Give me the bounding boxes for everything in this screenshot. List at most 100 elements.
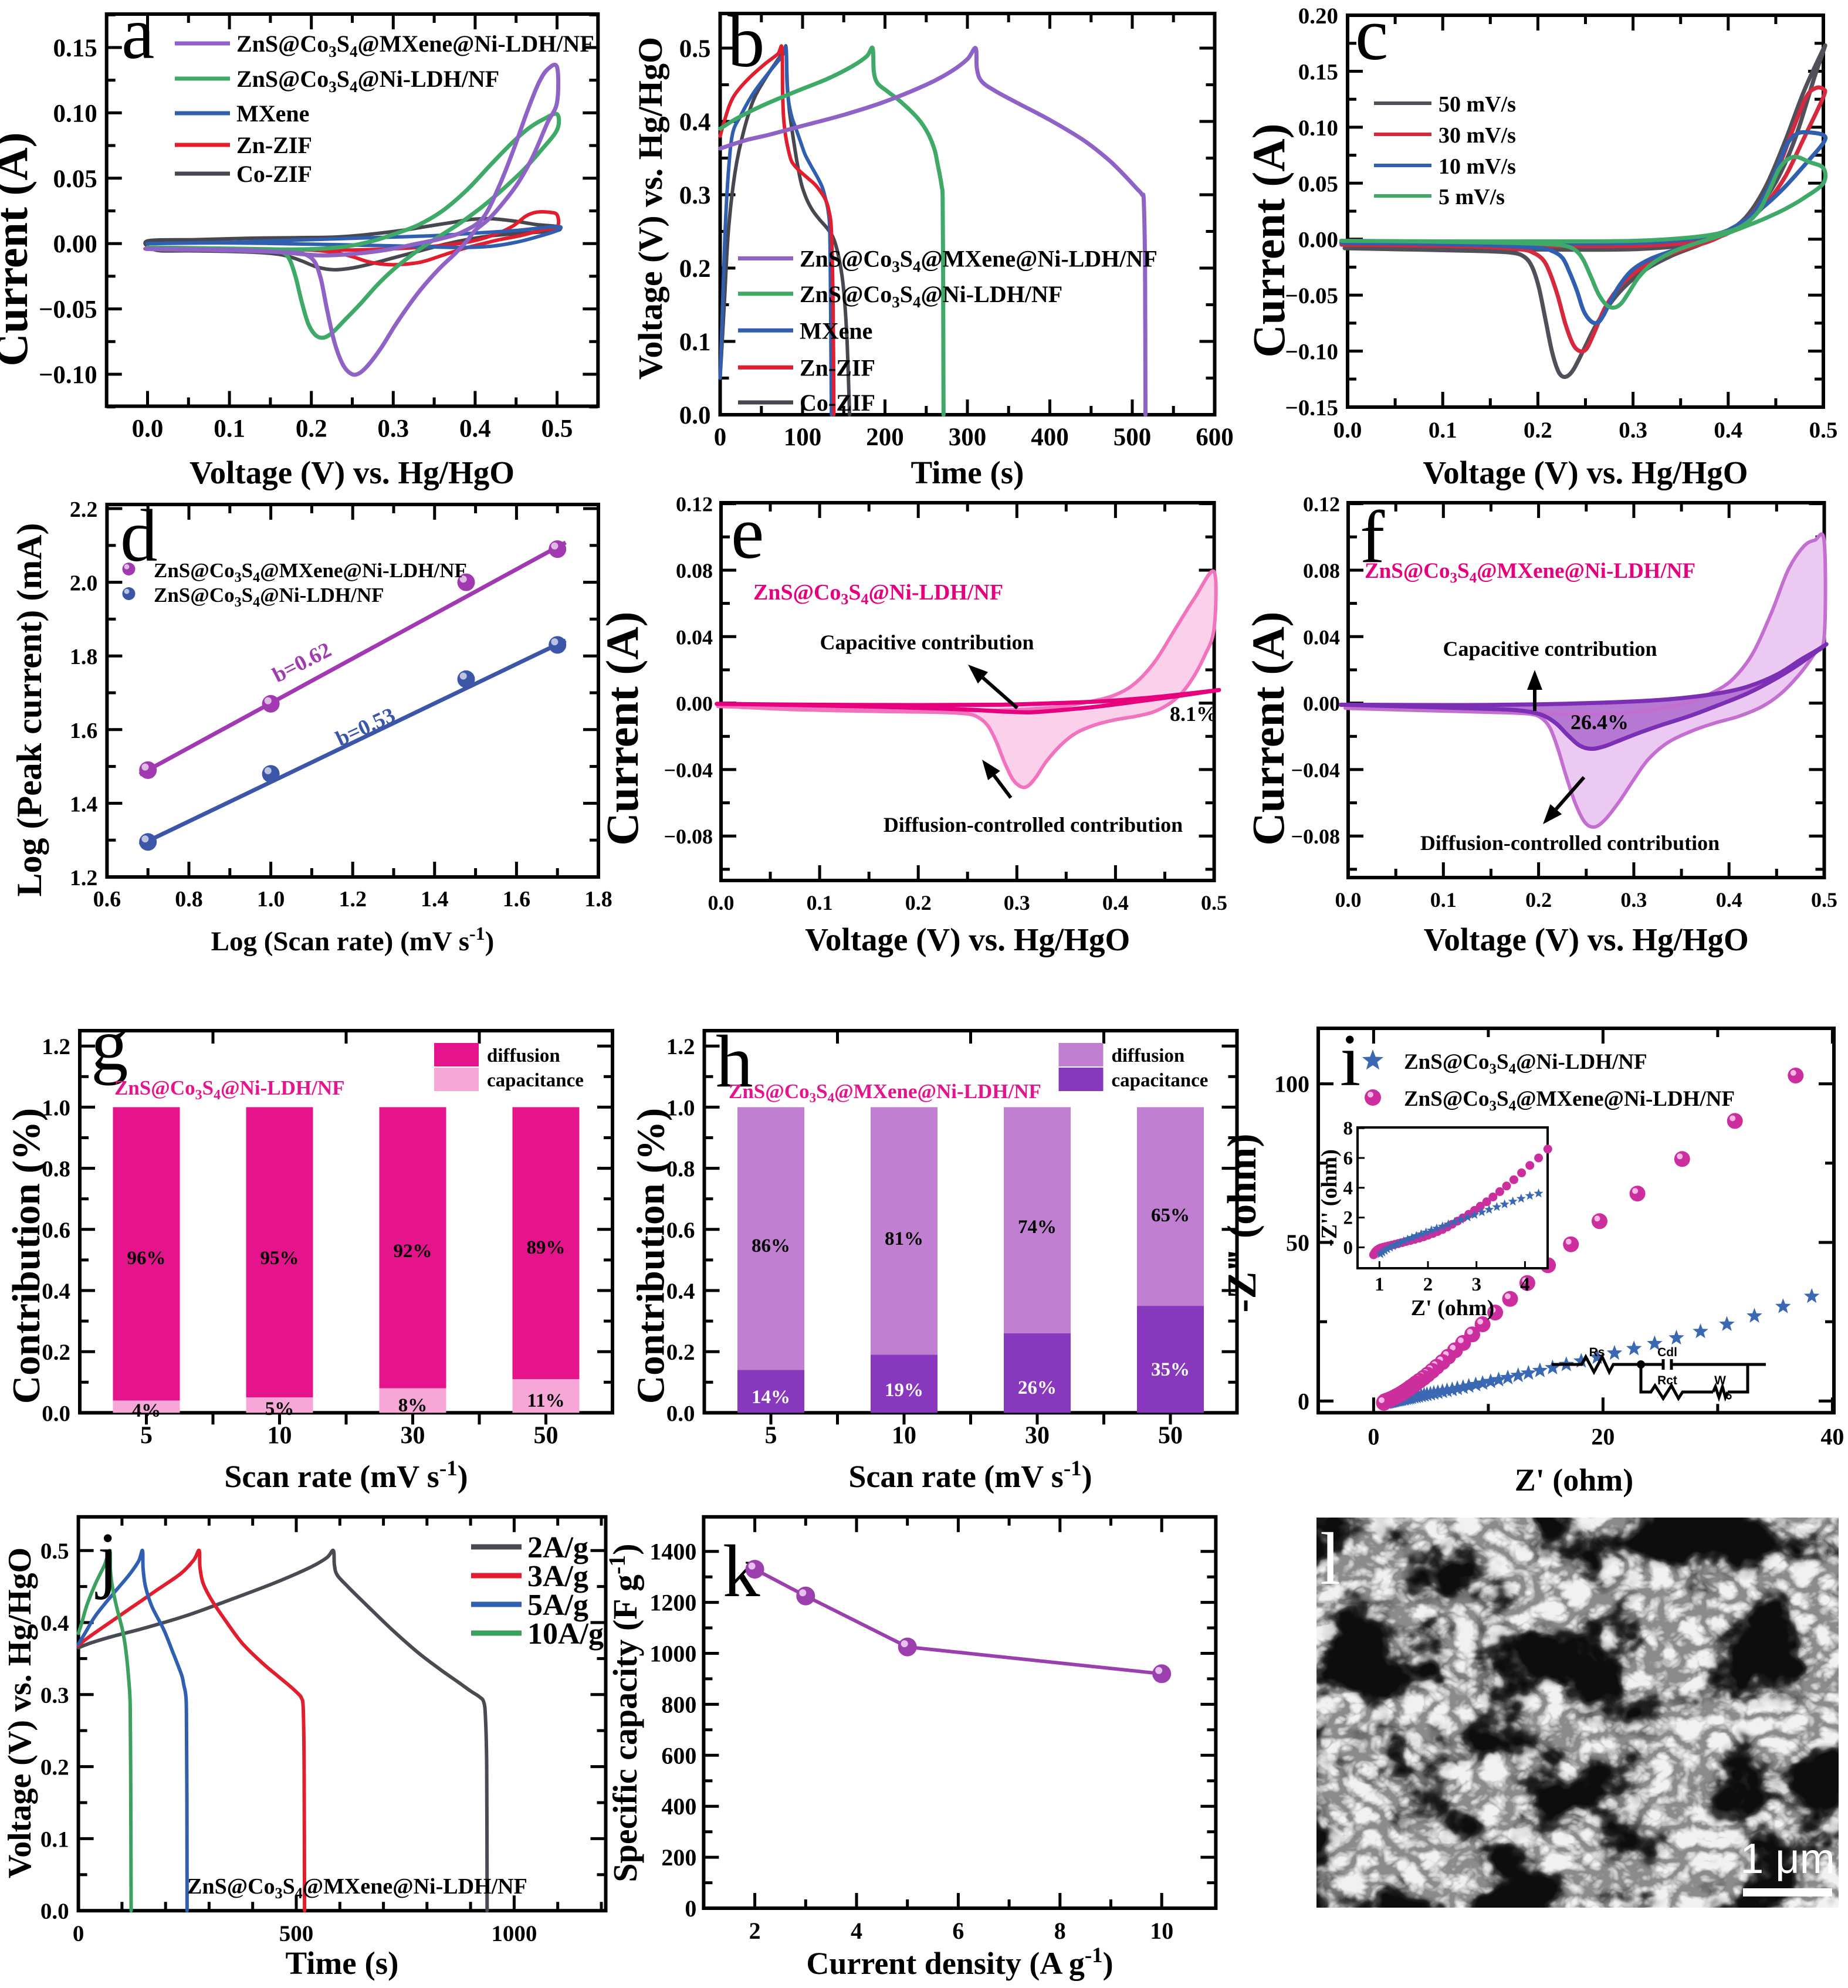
svg-text:Log (Peak current) (mA): Log (Peak current) (mA) (10, 523, 49, 896)
svg-text:Z' (ohm): Z' (ohm) (1515, 1462, 1634, 1498)
svg-text:-Z'' (ohm): -Z'' (ohm) (1220, 1133, 1265, 1312)
svg-text:Cdl: Cdl (1657, 1346, 1677, 1359)
svg-text:0.6: 0.6 (93, 887, 121, 912)
svg-text:Zn-ZIF: Zn-ZIF (236, 132, 312, 158)
svg-text:1 μm: 1 μm (1740, 1835, 1835, 1882)
svg-text:0.6: 0.6 (666, 1218, 695, 1243)
svg-text:0.08: 0.08 (1303, 559, 1340, 582)
svg-text:81%: 81% (885, 1228, 923, 1249)
svg-text:0.04: 0.04 (1303, 625, 1340, 649)
svg-text:1.0: 1.0 (257, 887, 285, 912)
svg-text:95%: 95% (260, 1248, 299, 1269)
svg-text:5A/g: 5A/g (527, 1589, 588, 1622)
svg-text:Contribution (%): Contribution (%) (629, 1108, 673, 1404)
svg-text:0.20: 0.20 (1298, 4, 1338, 29)
svg-text:100: 100 (784, 424, 822, 451)
svg-text:0.08: 0.08 (676, 559, 713, 582)
svg-text:1.4: 1.4 (70, 792, 98, 817)
svg-text:0.4: 0.4 (666, 1279, 695, 1304)
svg-text:0.05: 0.05 (1298, 171, 1338, 197)
svg-text:2: 2 (749, 1918, 761, 1944)
svg-text:0.4: 0.4 (459, 415, 491, 443)
svg-text:0: 0 (1298, 1388, 1309, 1414)
svg-text:0.5: 0.5 (1201, 891, 1227, 915)
svg-text:96%: 96% (127, 1248, 166, 1269)
svg-text:diffusion: diffusion (487, 1045, 560, 1066)
svg-text:2: 2 (1343, 1208, 1353, 1229)
svg-text:6: 6 (952, 1918, 964, 1944)
svg-text:10: 10 (892, 1422, 916, 1449)
svg-text:4: 4 (1343, 1178, 1353, 1199)
svg-text:50: 50 (1158, 1422, 1183, 1449)
svg-text:0.5: 0.5 (40, 1539, 69, 1564)
svg-text:400: 400 (661, 1793, 696, 1820)
svg-text:capacitance: capacitance (487, 1070, 584, 1091)
svg-text:1400: 1400 (649, 1539, 696, 1565)
svg-text:−0.04: −0.04 (664, 758, 713, 782)
svg-text:100: 100 (1274, 1071, 1309, 1098)
svg-text:5: 5 (765, 1422, 777, 1449)
svg-text:1200: 1200 (649, 1590, 696, 1616)
svg-text:Current density (A g-1​): Current density (A g-1​) (806, 1943, 1113, 1981)
svg-text:30 mV/s: 30 mV/s (1439, 123, 1516, 148)
svg-text:1000: 1000 (491, 1921, 537, 1946)
svg-text:0.12: 0.12 (676, 493, 713, 516)
svg-text:0.4: 0.4 (1714, 418, 1742, 443)
svg-text:0.10: 0.10 (1298, 116, 1338, 141)
svg-text:1000: 1000 (649, 1641, 696, 1667)
svg-text:0.00: 0.00 (53, 231, 97, 258)
svg-text:500: 500 (1113, 424, 1152, 451)
svg-text:300: 300 (949, 424, 987, 451)
svg-text:Current (A): Current (A) (1243, 611, 1294, 845)
svg-text:Rs: Rs (1589, 1346, 1605, 1359)
svg-text:1.6: 1.6 (503, 887, 531, 912)
svg-text:0.3: 0.3 (1004, 891, 1030, 915)
svg-text:89%: 89% (527, 1237, 566, 1258)
svg-text:ZnS@Co3​S4​@MXene@Ni-LDH/NF: ZnS@Co3​S4​@MXene@Ni-LDH/NF (1365, 559, 1695, 586)
svg-text:0.0: 0.0 (708, 891, 735, 915)
svg-text:0.1: 0.1 (1430, 888, 1457, 912)
svg-text:0.4: 0.4 (42, 1279, 70, 1304)
svg-text:8.1%: 8.1% (1170, 702, 1217, 726)
svg-text:ZnS@Co3​S4​@MXene@Ni-LDH/NF: ZnS@Co3​S4​@MXene@Ni-LDH/NF (729, 1080, 1041, 1105)
svg-text:400: 400 (1031, 424, 1069, 451)
svg-text:0.8: 0.8 (175, 887, 203, 912)
svg-text:600: 600 (661, 1742, 696, 1769)
svg-text:800: 800 (661, 1691, 696, 1718)
svg-text:65%: 65% (1151, 1205, 1190, 1226)
svg-text:5%: 5% (265, 1398, 295, 1420)
svg-text:1.4: 1.4 (421, 887, 449, 912)
svg-text:0.0: 0.0 (679, 402, 711, 429)
svg-text:Voltage (V) vs. Hg/HgO: Voltage (V) vs. Hg/HgO (631, 37, 669, 380)
svg-text:ZnS@Co3​S4​@MXene@Ni-LDH/NF: ZnS@Co3​S4​@MXene@Ni-LDH/NF (154, 559, 467, 585)
svg-text:diffusion: diffusion (1112, 1045, 1185, 1066)
svg-text:10 mV/s: 10 mV/s (1439, 154, 1516, 179)
svg-text:92%: 92% (394, 1241, 432, 1262)
svg-text:8: 8 (1343, 1118, 1353, 1139)
svg-text:0.1: 0.1 (807, 891, 833, 915)
svg-text:0.15: 0.15 (1298, 60, 1338, 85)
svg-text:0.1: 0.1 (1429, 418, 1457, 443)
svg-text:50: 50 (1286, 1230, 1309, 1256)
svg-text:0.0: 0.0 (666, 1401, 695, 1426)
svg-text:a: a (121, 0, 154, 74)
svg-text:0.3: 0.3 (40, 1683, 69, 1708)
svg-text:ZnS@Co3​S4​@MXene@Ni-LDH/NF: ZnS@Co3​S4​@MXene@Ni-LDH/NF (187, 1874, 527, 1902)
svg-text:10: 10 (268, 1422, 292, 1449)
svg-text:14%: 14% (752, 1387, 790, 1408)
svg-text:40: 40 (1820, 1423, 1844, 1449)
svg-text:Time (s): Time (s) (286, 1945, 399, 1981)
svg-text:Diffusion-controlled contribut: Diffusion-controlled contribution (884, 813, 1183, 836)
svg-text:Voltage (V) vs. Hg/HgO: Voltage (V) vs. Hg/HgO (2, 1547, 38, 1878)
svg-text:0: 0 (73, 1921, 84, 1946)
svg-text:35%: 35% (1151, 1359, 1190, 1380)
svg-text:0.4: 0.4 (40, 1611, 69, 1636)
svg-text:26.4%: 26.4% (1571, 710, 1629, 734)
svg-text:0.5: 0.5 (541, 415, 573, 443)
svg-text:50 mV/s: 50 mV/s (1439, 92, 1516, 117)
svg-text:Rct: Rct (1657, 1374, 1677, 1387)
svg-text:Z' (ohm): Z' (ohm) (1411, 1296, 1495, 1320)
svg-text:0.04: 0.04 (676, 625, 713, 649)
svg-text:0.5: 0.5 (679, 35, 711, 63)
svg-text:Voltage (V) vs. Hg/HgO: Voltage (V) vs. Hg/HgO (1424, 922, 1749, 957)
